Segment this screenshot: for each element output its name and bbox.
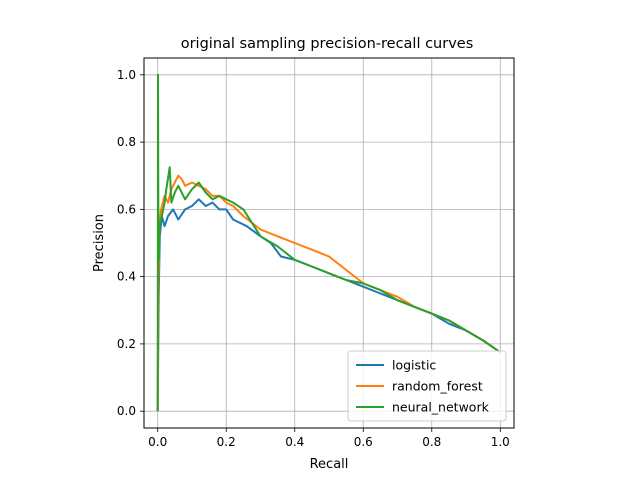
x-tick-label: 0.6 <box>354 435 373 449</box>
x-tick-label: 0.2 <box>217 435 236 449</box>
legend-label: neural_network <box>392 400 490 415</box>
axis-ticks: 0.0 0.2 0.4 0.6 0.8 1.0 0.0 0.2 0.4 0.6 0.8 1.0 <box>117 68 510 449</box>
gridlines <box>144 58 514 428</box>
legend-label: random_forest <box>392 379 483 394</box>
x-tick-label: 0.4 <box>285 435 304 449</box>
legend-box <box>347 350 507 422</box>
y-tick-label: 0.0 <box>117 404 136 418</box>
y-tick-label: 0.2 <box>117 337 136 351</box>
legend: logistic random_forest neural_network <box>347 350 507 422</box>
x-tick-label: 0.8 <box>422 435 441 449</box>
x-axis-label: Recall <box>310 457 349 472</box>
y-tick-label: 1.0 <box>117 68 136 82</box>
chart-title: original sampling precision-recall curve… <box>181 36 474 52</box>
x-tick-label: 1.0 <box>491 435 510 449</box>
series-line-neural-network <box>156 73 501 412</box>
y-tick-label: 0.6 <box>117 202 136 216</box>
y-tick-label: 0.4 <box>117 270 136 284</box>
y-tick-label: 0.8 <box>117 135 136 149</box>
y-axis-label: Precision <box>92 214 107 272</box>
series-line-random-forest <box>156 174 501 412</box>
legend-label: logistic <box>392 358 436 373</box>
x-tick-label: 0.0 <box>148 435 167 449</box>
series-lines <box>156 73 501 412</box>
plot-frame <box>143 57 515 429</box>
